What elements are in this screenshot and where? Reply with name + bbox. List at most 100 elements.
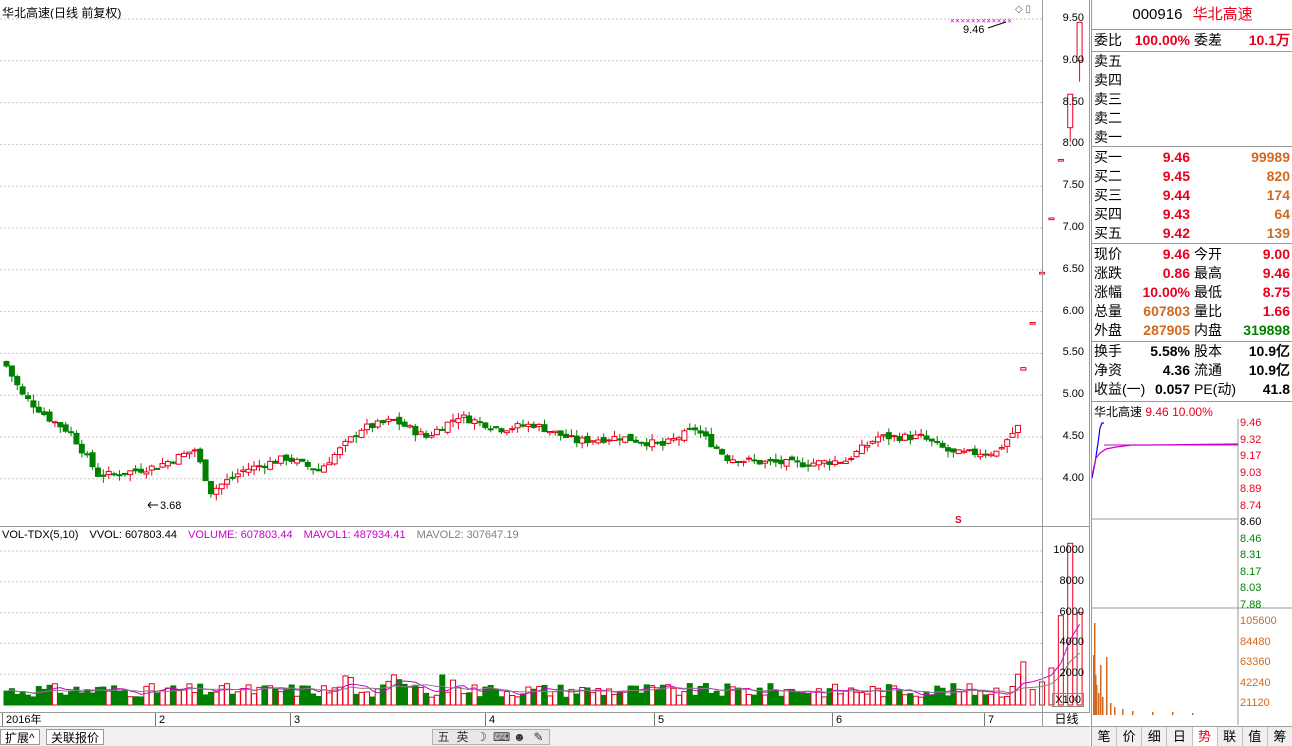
candle-body [390, 418, 397, 421]
quote-tab[interactable]: 联 [1218, 727, 1243, 746]
date-tick-label: 3 [290, 713, 300, 727]
candle-body [563, 433, 570, 439]
volume-value: VOLUME: 607803.44 [188, 529, 293, 541]
date-tick-label: 4 [485, 713, 495, 727]
candle [955, 449, 962, 455]
volume-bar [428, 696, 435, 706]
price-tick-label: 9.50 [1062, 12, 1084, 24]
volume-bar [611, 694, 618, 706]
candle-body [896, 435, 903, 442]
candle-body [627, 433, 634, 442]
vol-indicator-name[interactable]: VOL-TDX(5,10) [2, 529, 79, 541]
volume-bar [164, 687, 171, 706]
candle-body [740, 460, 747, 463]
quote-tab[interactable]: 日 [1167, 727, 1193, 746]
candle [885, 428, 892, 446]
quote-tab[interactable]: 价 [1117, 727, 1143, 746]
candle [519, 419, 526, 428]
candle-body [676, 437, 682, 441]
volume-bar [955, 690, 962, 706]
volume-bar [460, 693, 467, 706]
candle-body [1004, 439, 1011, 447]
volume-bar [573, 693, 580, 706]
volume-bar [837, 693, 844, 706]
volume-bar [138, 696, 144, 706]
candle-body [1029, 321, 1036, 325]
candle-body [977, 453, 984, 458]
buy-order-row: 买一 9.46 99989 [1092, 148, 1292, 167]
candle-body [912, 434, 919, 440]
candle [197, 447, 204, 465]
volume-bar [385, 680, 392, 706]
volume-bar [519, 693, 526, 706]
candle [697, 425, 704, 439]
volume-bar [767, 683, 774, 706]
sell-level-label: 卖二 [1094, 110, 1122, 126]
volume-bar [1004, 695, 1011, 706]
volume-bar [654, 689, 661, 706]
related-quote-button[interactable]: 关联报价 [46, 729, 105, 745]
expand-button[interactable]: 扩展^ [0, 729, 40, 745]
candle [665, 437, 672, 445]
volume-bar [35, 686, 42, 706]
candle [407, 424, 413, 429]
volume-bar [412, 684, 419, 706]
volume-bar [982, 694, 989, 706]
limit-marker: × [976, 17, 981, 26]
volume-bar [869, 686, 876, 706]
ime-toolbar[interactable]: 五 英 ☽ ⌨ ☻ ✎ [432, 729, 550, 745]
candlestick-chart[interactable]: × × × × × × × × × × × ×9.463.68S [0, 0, 1083, 527]
volume-bar [794, 692, 801, 706]
candle-body [320, 465, 327, 473]
price-tick-label: 4.50 [1062, 430, 1084, 442]
intraday-mini-chart[interactable] [1092, 403, 1292, 725]
volume-bar [476, 696, 483, 706]
volume-panel[interactable]: VOL-TDX(5,10) VVOL: 607803.44 VOLUME: 60… [0, 527, 1090, 712]
quote-tab[interactable]: 细 [1142, 727, 1168, 746]
limit-marker: × [955, 17, 960, 26]
candle-body [213, 487, 220, 495]
quote-tab[interactable]: 筹 [1268, 727, 1292, 746]
price-tick-label: 7.00 [1062, 221, 1084, 233]
period-label[interactable]: 日线 [1042, 712, 1090, 726]
mini-volume-bar [1106, 657, 1108, 715]
ime-user-icon[interactable]: ☻ [513, 730, 526, 744]
candle-body [885, 432, 892, 440]
volume-bar [1029, 689, 1036, 706]
candle [875, 431, 882, 447]
volume-chart[interactable] [0, 527, 1083, 712]
ime-moon-icon[interactable]: ☽ [476, 730, 487, 744]
candle-body [638, 441, 645, 444]
candle [224, 473, 231, 489]
candle [568, 429, 575, 438]
candle-body [3, 360, 10, 367]
candle-body [412, 425, 419, 436]
kline-panel[interactable]: 华北高速(日线 前复权) ◇ ▯ × × × × × × × × × × × × 9.46 3.68 S 9… [0, 0, 1090, 527]
mini-volume-tick: 105600 [1240, 615, 1277, 627]
candle [100, 469, 107, 483]
ime-english-icon[interactable]: 英 [456, 730, 469, 744]
chart-options-icons[interactable]: ◇ ▯ [1015, 4, 1031, 15]
candle-body [245, 468, 252, 473]
candle-body [659, 440, 666, 446]
volume-bar [907, 693, 914, 706]
quote-tab[interactable]: 势 [1192, 727, 1218, 746]
mini-volume-bar [1122, 709, 1124, 715]
buy-order-row: 买三 9.44 174 [1092, 186, 1292, 205]
ime-tools-icon[interactable]: ✎ [533, 730, 544, 744]
quote-tab[interactable]: 笔 [1092, 727, 1118, 746]
ime-mode-icon[interactable]: 五 [437, 730, 450, 744]
volume-bar [977, 690, 984, 706]
candle-body [665, 438, 672, 444]
quote-tab[interactable]: 值 [1243, 727, 1268, 746]
mini-volume-tick: 42240 [1240, 676, 1271, 689]
candle [423, 430, 430, 440]
volume-bar [320, 685, 327, 706]
price-tick-label: 4.00 [1062, 471, 1084, 484]
stat-label: 量比 [1194, 303, 1222, 319]
volume-bar [127, 696, 134, 706]
ime-keyboard-icon[interactable]: ⌨ [493, 730, 511, 744]
volume-bar [30, 696, 37, 706]
buy-volume: 64 [1274, 206, 1290, 222]
volume-bar [132, 696, 139, 706]
